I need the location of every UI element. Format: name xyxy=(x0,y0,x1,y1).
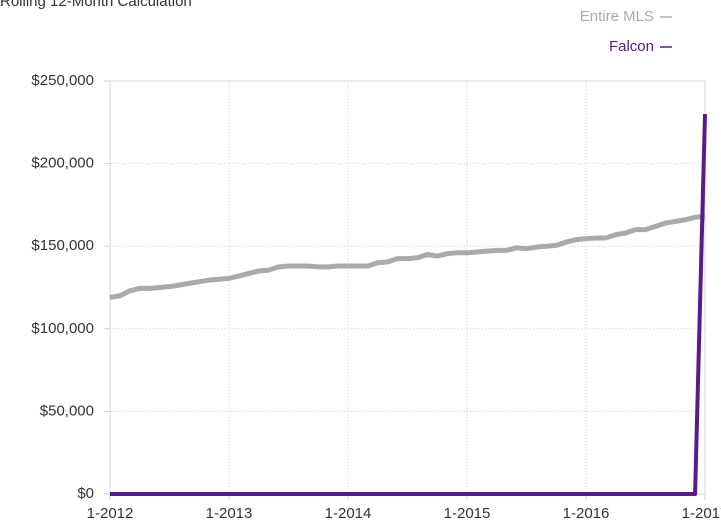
y-tick-label: $100,000 xyxy=(31,320,94,337)
legend-label: Entire MLS xyxy=(580,8,654,25)
x-tick-label: 1-2016 xyxy=(563,505,610,522)
y-tick-label: $200,000 xyxy=(31,155,94,172)
chart-subtitle: Rolling 12-Month Calculation xyxy=(0,0,192,10)
x-tick-label: 1-2013 xyxy=(206,505,253,522)
y-tick-label: $150,000 xyxy=(31,237,94,254)
y-tick-label: $250,000 xyxy=(31,72,94,89)
series-line xyxy=(110,113,707,496)
plot-frame xyxy=(109,80,706,495)
x-tick-label: 1-2012 xyxy=(87,505,134,522)
legend-label: Falcon xyxy=(609,38,654,55)
x-tick-label: 1-2017 xyxy=(682,505,721,522)
x-tick-label: 1-2014 xyxy=(325,505,372,522)
y-tick-label: $50,000 xyxy=(40,402,94,419)
series-line xyxy=(109,213,706,300)
y-tick-label: $0 xyxy=(77,485,94,502)
x-tick-label: 1-2015 xyxy=(444,505,491,522)
